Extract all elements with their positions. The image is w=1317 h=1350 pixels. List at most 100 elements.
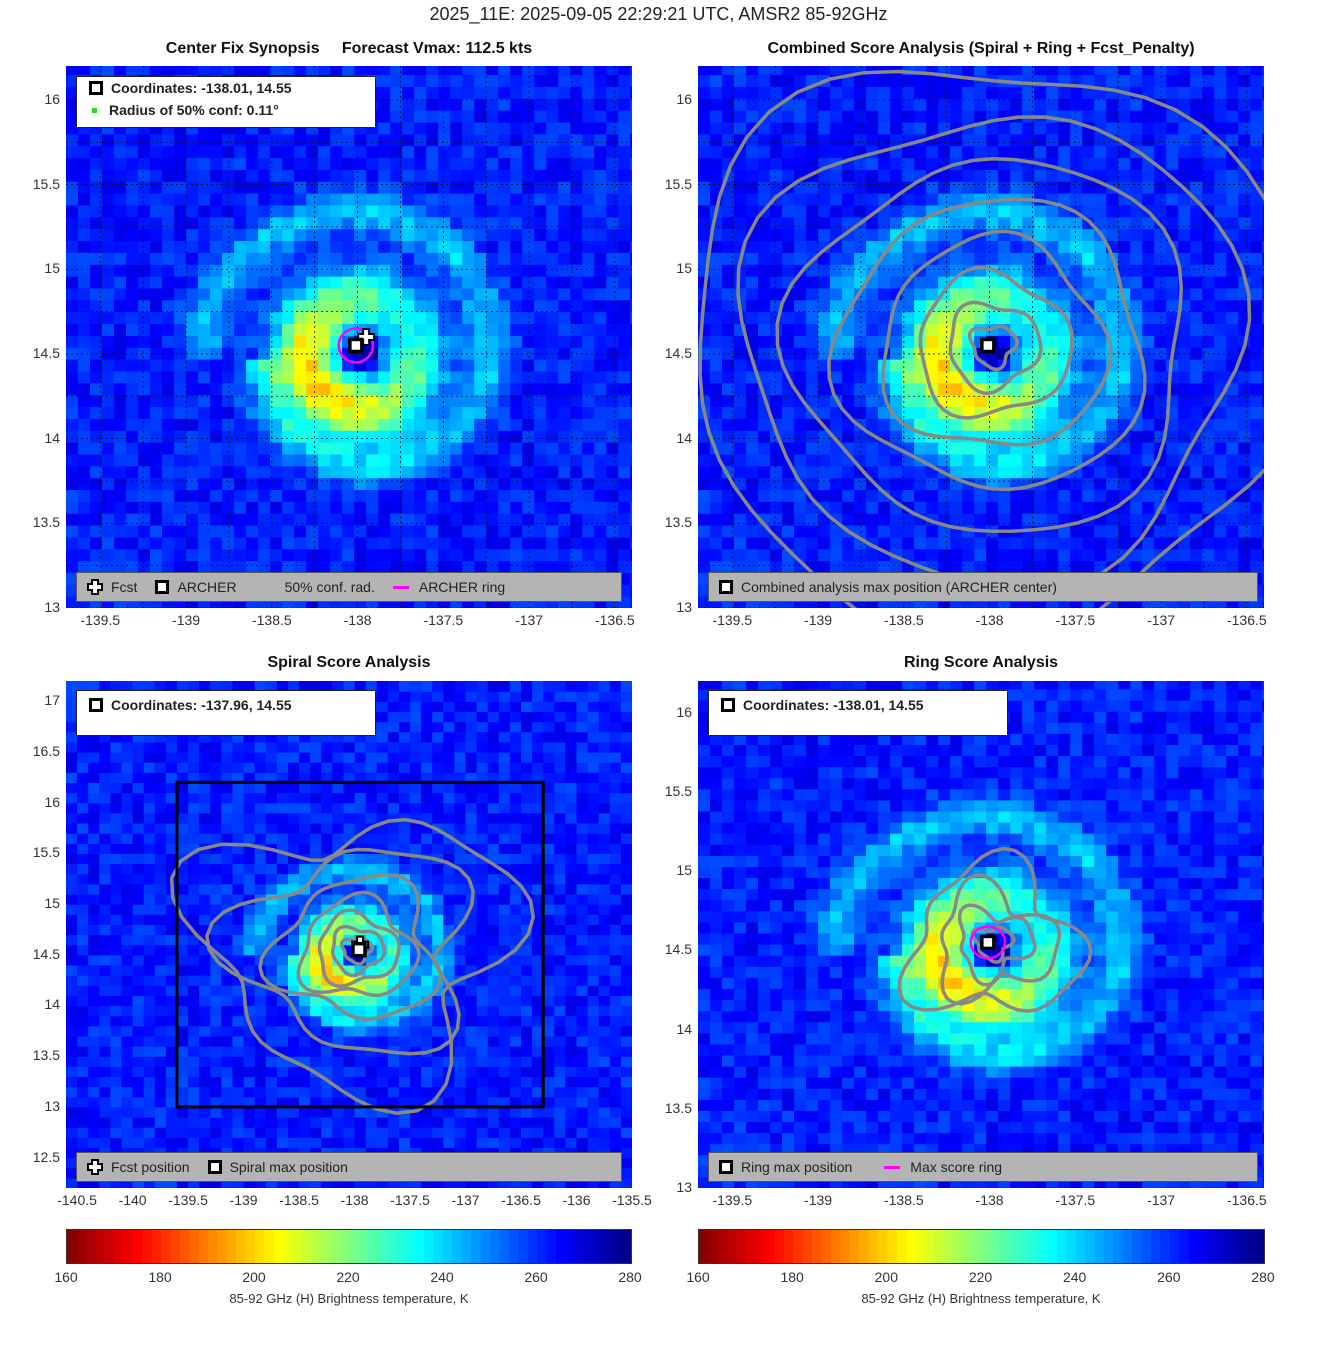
colorbar-segment [273,1230,284,1263]
y-tick-label: 14 [676,429,692,446]
colorbar-segment [1151,1230,1162,1263]
colorbar-segment [208,1230,218,1263]
colorbar-tick-label: 220 [336,1269,360,1285]
y-tick-label: 14 [44,996,60,1013]
forecast-cross-icon [87,579,103,595]
x-tick-label: -136.5 [594,612,635,628]
x-tick-label: -138 [340,1192,369,1208]
colorbar-segment [490,1230,500,1263]
colorbar-tick-label: 260 [524,1269,548,1285]
colorbar-segment [1038,1230,1049,1263]
score-contour [258,872,443,1021]
x-tick-label: -136.5 [1226,1192,1267,1208]
colorbar-segment [405,1230,416,1263]
colorbar-segment [377,1230,388,1263]
x-tick-label: -139.5 [712,1192,753,1208]
score-contour [827,197,1147,492]
colorbar-segment [1141,1230,1152,1263]
archer-ring [337,327,375,364]
colorbar-segment [424,1230,435,1263]
colorbar-segment [104,1230,115,1263]
colorbar-tick-label: 160 [686,1269,710,1285]
x-tick-label: -138 [975,612,1004,628]
colorbar-segment [593,1230,604,1263]
x-tick-label: -139.5 [712,612,753,628]
x-tick-label: -137 [515,612,544,628]
panel-title-combined: Combined Score Analysis (Spiral + Ring +… [767,40,1195,57]
figure-title: 2025_11E: 2025-09-05 22:29:21 UTC, AMSR2… [429,4,888,24]
colorbar-segment [972,1230,983,1263]
x-tick-label: -135.5 [612,1192,652,1208]
colorbar-segment [1056,1230,1067,1263]
legend-ring-max: Ring max position [741,1159,853,1175]
colorbar-segment [302,1230,312,1263]
ring-plot [698,681,1264,1188]
p-comb-svg [698,66,1264,608]
colorbar-segment [612,1230,623,1263]
x-tick-label: -139 [804,1192,833,1208]
combined-plot [698,66,1264,608]
colorbar-segment [1216,1230,1227,1263]
colorbar-segment [555,1230,566,1263]
colorbar-tick-label: 160 [54,1269,78,1285]
colorbar-segment [764,1230,775,1263]
score-contour [897,846,1093,1013]
colorbar-segment [962,1230,973,1263]
colorbar-left [66,1229,632,1264]
y-tick-label: 16 [44,793,60,810]
score-contour [205,847,475,1056]
colorbar-segment [255,1230,265,1263]
colorbar-segment [123,1230,134,1263]
synopsis-plot [66,66,632,608]
colorbar-segment [161,1230,171,1263]
colorbar-segment [565,1230,576,1263]
y-tick-label: 14 [676,1020,692,1037]
score-contour [339,936,375,966]
y-tick-label: 15 [44,895,60,912]
x-tick-label: -137.5 [423,612,464,628]
colorbar-segment [311,1230,322,1263]
colorbar-segment [1103,1230,1114,1263]
score-contour [957,903,1037,987]
ring-square-icon [721,698,735,712]
y-tick-label: 13 [676,1179,692,1195]
colorbar-segment [537,1230,547,1263]
colorbar-segment [151,1230,162,1263]
y-tick-label: 15.5 [32,175,60,192]
colorbar-tick-label: 240 [430,1269,454,1285]
colorbar-segment [189,1230,200,1263]
x-tick-label: -140.5 [57,1192,97,1208]
colorbar-segment [755,1230,766,1263]
ring-square-icon [719,1160,733,1174]
legend-max-score-ring: Max score ring [910,1159,1003,1175]
synopsis-info-box: Coordinates: -138.01, 14.55 Radius of 50… [76,76,376,128]
x-tick-label: -139 [172,612,201,628]
score-contour [296,890,421,997]
legend-archer-ring: ARCHER ring [418,579,506,595]
colorbar-segment [132,1230,143,1263]
colorbar-segment [1245,1230,1256,1263]
colorbar-segment [953,1230,964,1263]
colorbar-tick-label: 200 [874,1269,898,1285]
x-tick-label: -137 [1147,1192,1176,1208]
colorbar-segment [1019,1230,1030,1263]
colorbar-segment [1000,1230,1011,1263]
colorbar-tick-label: 220 [968,1269,993,1285]
colorbar-segment [546,1230,557,1263]
colorbar-segment [774,1230,785,1263]
colorbar-segment [67,1230,77,1263]
colorbar-label-right: 85-92 GHz (H) Brightness temperature, K [861,1291,1101,1306]
colorbar-segment [736,1230,747,1263]
colorbar-segment [452,1230,463,1263]
x-tick-label: -137.5 [390,1192,430,1208]
confidence-dot-icon [92,107,97,113]
x-tick-label: -139 [229,1192,258,1208]
colorbar-segment [621,1230,632,1263]
colorbar-segment [868,1230,879,1263]
y-tick-label: 14 [44,429,60,446]
colorbar-tick-label: 180 [780,1269,804,1285]
y-tick-label: 14.5 [664,344,692,361]
y-tick-label: 13 [676,599,692,615]
forecast-cross-icon [87,1159,103,1175]
spiral-plot [66,681,632,1188]
